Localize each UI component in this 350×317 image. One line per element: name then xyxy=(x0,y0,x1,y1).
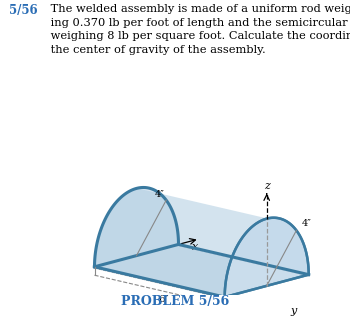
Text: 5/56: 5/56 xyxy=(9,4,37,17)
Text: 6″: 6″ xyxy=(158,295,168,304)
Polygon shape xyxy=(94,244,309,297)
Polygon shape xyxy=(94,188,267,297)
Text: y: y xyxy=(291,306,297,316)
Text: The welded assembly is made of a uniform rod weigh-
 ing 0.370 lb per foot of le: The welded assembly is made of a uniform… xyxy=(47,4,350,55)
Text: z: z xyxy=(264,181,270,191)
Polygon shape xyxy=(94,187,309,297)
Polygon shape xyxy=(225,218,309,297)
Text: 4″: 4″ xyxy=(302,219,312,228)
Text: 4″: 4″ xyxy=(155,190,164,199)
Text: x: x xyxy=(191,242,198,252)
Text: PROBLEM 5/56: PROBLEM 5/56 xyxy=(121,295,229,308)
